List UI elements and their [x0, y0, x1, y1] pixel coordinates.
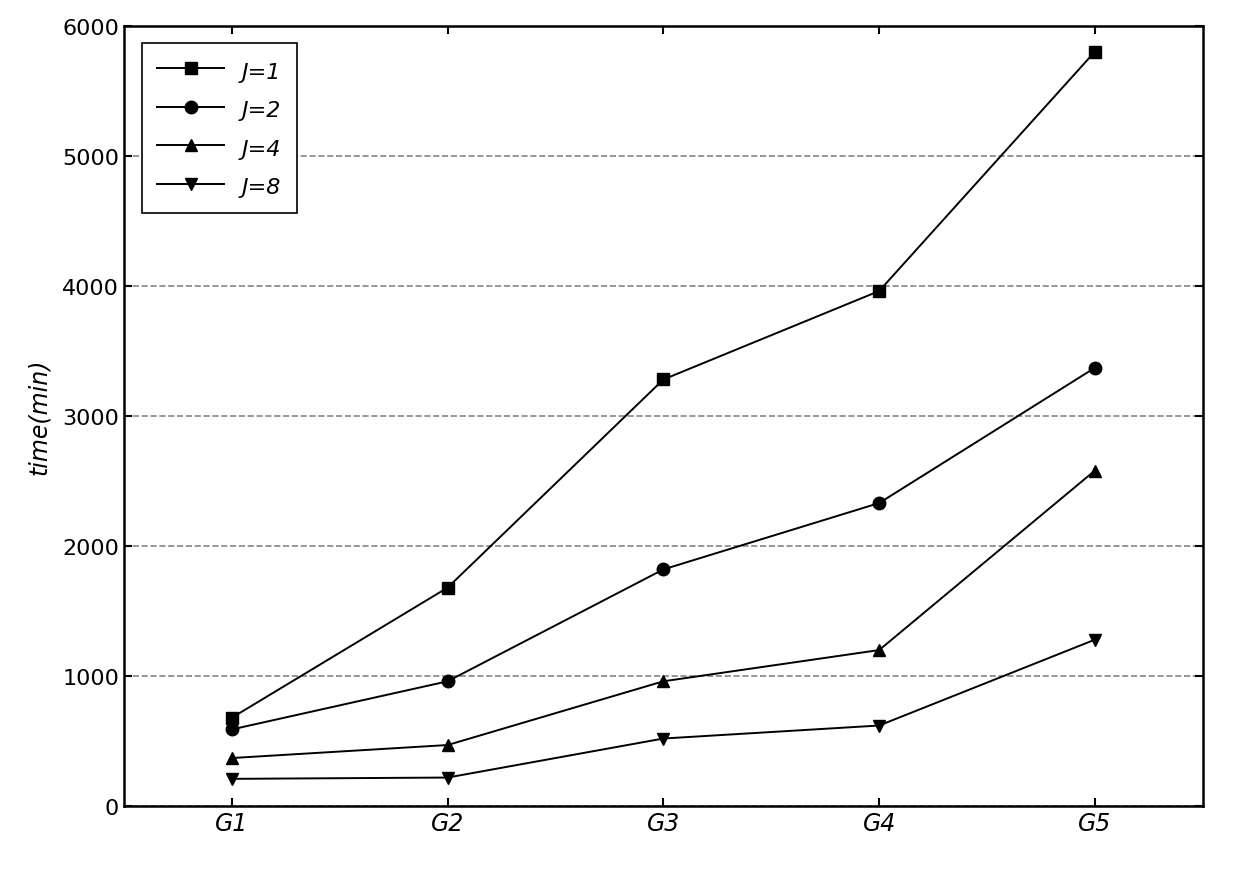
Line: J=2: J=2 [226, 362, 1101, 736]
Y-axis label: time(min): time(min) [27, 358, 51, 475]
J=2 [872, 498, 887, 509]
Legend: J=1, J=2, J=4, J=8: J=1, J=2, J=4, J=8 [141, 44, 296, 214]
J=4 [224, 753, 239, 764]
J=2 [656, 564, 671, 575]
J=4 [872, 645, 887, 656]
J=1 [656, 375, 671, 385]
J=8 [1087, 634, 1102, 645]
J=1 [1087, 47, 1102, 58]
J=8 [656, 734, 671, 744]
J=8 [872, 720, 887, 731]
Line: J=4: J=4 [226, 465, 1101, 765]
J=1 [440, 583, 455, 594]
J=2 [440, 676, 455, 687]
J=8 [224, 773, 239, 784]
Line: J=1: J=1 [226, 46, 1101, 724]
J=1 [224, 712, 239, 723]
J=1 [872, 286, 887, 297]
J=2 [1087, 363, 1102, 374]
J=4 [1087, 466, 1102, 477]
J=8 [440, 773, 455, 783]
J=4 [440, 740, 455, 750]
J=2 [224, 724, 239, 734]
Line: J=8: J=8 [226, 633, 1101, 785]
J=4 [656, 676, 671, 687]
